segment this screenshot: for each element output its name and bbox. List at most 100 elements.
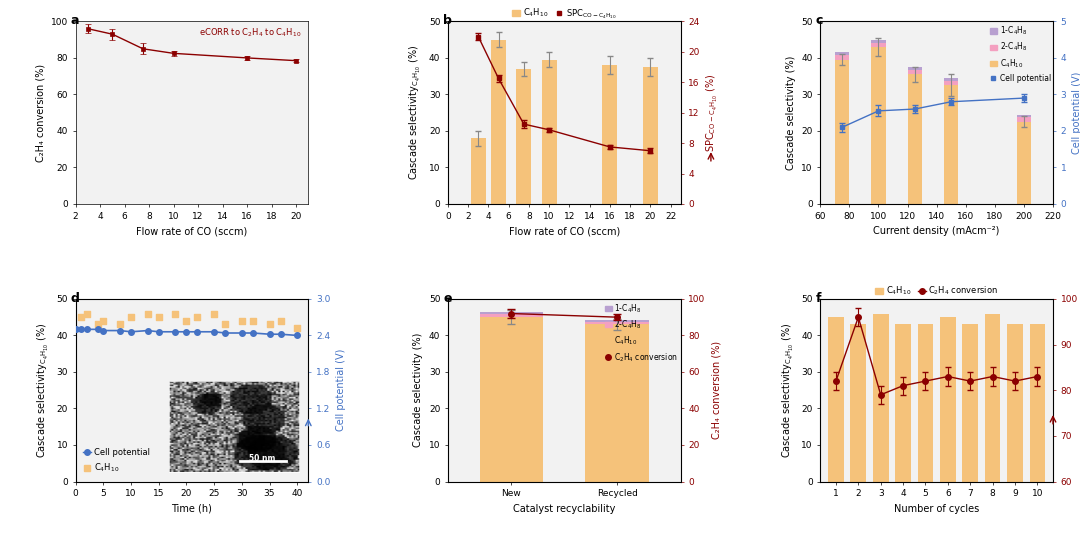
Cell potential — [246, 330, 259, 336]
$\mathregular{C_4H_{10}}$ — [189, 313, 206, 322]
Text: a: a — [71, 14, 80, 27]
Legend: 1-$\mathregular{C_4H_8}$, 2-$\mathregular{C_4H_8}$, $\mathregular{C_4H_{10}}$, $: 1-$\mathregular{C_4H_8}$, 2-$\mathregula… — [602, 299, 681, 366]
Bar — [835, 55, 849, 60]
$\mathregular{C_4H_{10}}$ — [111, 320, 129, 329]
Bar — [873, 314, 889, 482]
Bar — [480, 317, 543, 482]
Y-axis label: Cell potential (V): Cell potential (V) — [1072, 72, 1080, 154]
$\mathregular{C_4H_{10}}$ — [150, 313, 167, 322]
$\mathregular{C_4H_{10}}$ — [122, 313, 139, 322]
Legend: Cell potential, $\mathregular{C_4H_{10}}$: Cell potential, $\mathregular{C_4H_{10}}… — [80, 445, 153, 477]
Bar — [907, 70, 922, 74]
Bar — [944, 81, 958, 85]
X-axis label: Flow rate of CO (sccm): Flow rate of CO (sccm) — [136, 226, 247, 236]
$\mathregular{C_4H_{10}}$ — [233, 317, 251, 325]
$\mathregular{C_4H_{10}}$ — [217, 320, 234, 329]
$\mathregular{C_4H_{10}}$ — [244, 317, 261, 325]
Bar — [835, 60, 849, 204]
Bar — [918, 325, 933, 482]
Cell potential — [152, 328, 165, 335]
Bar — [471, 138, 486, 204]
Bar — [944, 85, 958, 204]
X-axis label: Time (h): Time (h) — [172, 503, 213, 514]
Bar — [1016, 114, 1031, 118]
Bar — [491, 40, 507, 204]
Line: Cell potential: Cell potential — [72, 326, 300, 338]
Cell potential — [141, 327, 154, 334]
Bar — [907, 74, 922, 204]
Bar — [835, 52, 849, 55]
Cell potential — [264, 331, 276, 338]
Text: b: b — [443, 14, 453, 27]
Cell potential — [124, 328, 137, 335]
Bar — [828, 317, 843, 482]
Text: e: e — [443, 292, 451, 304]
Cell potential — [97, 327, 110, 334]
Y-axis label: Cascade selectivity (%): Cascade selectivity (%) — [785, 56, 796, 170]
Bar — [480, 314, 543, 317]
Bar — [962, 325, 978, 482]
Cell potential — [80, 326, 93, 333]
Y-axis label: Cascade selectivity$_{\mathregular{C_4H_{10}}}$ (%): Cascade selectivity$_{\mathregular{C_4H_… — [408, 45, 423, 180]
Cell potential — [291, 332, 303, 339]
Bar — [585, 322, 649, 325]
$\mathregular{C_4H_{10}}$ — [178, 317, 195, 325]
Cell potential — [113, 327, 126, 334]
Y-axis label: Cascade selectivity$_{\mathregular{C_4H_{10}}}$ (%): Cascade selectivity$_{\mathregular{C_4H_… — [781, 323, 796, 458]
X-axis label: Current density (mAcm⁻²): Current density (mAcm⁻²) — [874, 226, 1000, 236]
$\mathregular{C_4H_{10}}$ — [139, 309, 157, 318]
Bar — [895, 325, 910, 482]
Bar — [1029, 325, 1045, 482]
Bar — [1016, 122, 1031, 204]
Bar — [585, 320, 649, 322]
Text: eCORR to $\mathregular{C_2H_4}$ to $\mathregular{C_4H_{10}}$: eCORR to $\mathregular{C_2H_4}$ to $\mat… — [199, 27, 301, 40]
Y-axis label: C₂H₄ conversion (%): C₂H₄ conversion (%) — [36, 64, 45, 162]
Bar — [480, 312, 543, 314]
X-axis label: Number of cycles: Number of cycles — [894, 503, 980, 514]
$\mathregular{C_4H_{10}}$ — [95, 317, 112, 325]
$\mathregular{C_4H_{10}}$ — [205, 309, 222, 318]
Bar — [985, 314, 1000, 482]
$\mathregular{C_4H_{10}}$ — [166, 309, 184, 318]
Bar — [516, 69, 531, 204]
X-axis label: Catalyst recyclability: Catalyst recyclability — [513, 503, 616, 514]
Legend: 1-$\mathregular{C_4H_8}$, 2-$\mathregular{C_4H_8}$, $\mathregular{C_4H_{10}}$, C: 1-$\mathregular{C_4H_8}$, 2-$\mathregula… — [986, 21, 1054, 86]
Cell potential — [180, 328, 193, 335]
$\mathregular{C_4H_{10}}$ — [90, 320, 107, 329]
Text: c: c — [815, 14, 823, 27]
Bar — [1016, 118, 1031, 122]
Cell potential — [168, 328, 181, 335]
Bar — [872, 40, 886, 43]
Cell potential — [235, 330, 248, 336]
Y-axis label: Cascade selectivity (%): Cascade selectivity (%) — [414, 333, 423, 447]
X-axis label: Flow rate of CO (sccm): Flow rate of CO (sccm) — [509, 226, 620, 236]
Text: f: f — [815, 292, 821, 304]
Bar — [940, 317, 956, 482]
Cell potential — [69, 326, 82, 333]
Bar — [643, 67, 658, 204]
$\mathregular{C_4H_{10}}$ — [288, 324, 306, 332]
Y-axis label: C₂H₄ conversion (%): C₂H₄ conversion (%) — [711, 341, 721, 439]
Bar — [850, 325, 866, 482]
Y-axis label: Cascade selectivity$_{\mathregular{C_4H_{10}}}$ (%): Cascade selectivity$_{\mathregular{C_4H_… — [36, 323, 51, 458]
Bar — [872, 47, 886, 204]
$\mathregular{C_4H_{10}}$ — [72, 313, 90, 322]
Cell potential — [92, 326, 105, 333]
Cell potential — [191, 328, 204, 335]
Cell potential — [274, 331, 287, 338]
Bar — [907, 67, 922, 70]
$\mathregular{C_4H_{10}}$ — [261, 320, 279, 329]
Y-axis label: SPC$_{\mathregular{CO-C_4H_{10}}}$ (%): SPC$_{\mathregular{CO-C_4H_{10}}}$ (%) — [705, 73, 720, 152]
Cell potential — [207, 328, 220, 335]
Bar — [872, 43, 886, 47]
Text: d: d — [71, 292, 80, 304]
Bar — [944, 78, 958, 81]
Bar — [541, 60, 556, 204]
Cell potential — [75, 326, 87, 333]
Bar — [585, 325, 649, 482]
Y-axis label: Cell potential (V): Cell potential (V) — [336, 349, 346, 431]
Bar — [1008, 325, 1023, 482]
$\mathregular{C_4H_{10}}$ — [78, 309, 95, 318]
Legend: $\mathregular{C_4H_{10}}$, $\mathregular{C_2H_4}$ conversion: $\mathregular{C_4H_{10}}$, $\mathregular… — [872, 281, 1002, 300]
$\mathregular{C_4H_{10}}$ — [272, 317, 289, 325]
